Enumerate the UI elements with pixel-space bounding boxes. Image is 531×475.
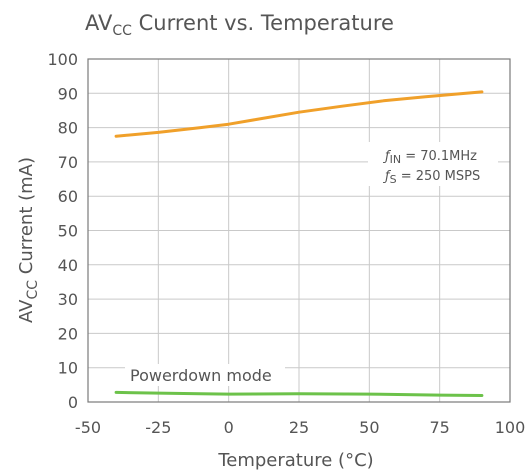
series [114, 90, 484, 397]
x-tick-label: -25 [145, 418, 171, 437]
x-tick-label: 25 [289, 418, 309, 437]
x-tick-label: 100 [495, 418, 526, 437]
annotation-fin: ƒIN = 70.1MHz [382, 149, 477, 166]
plot-frame [87, 58, 511, 403]
y-tick-label: 90 [58, 84, 78, 103]
y-axis-title: AVCC Current (mA) [16, 157, 41, 323]
powerdown-label-bg [125, 364, 285, 386]
x-tick-label: 50 [359, 418, 379, 437]
y-tick-label: 20 [58, 324, 78, 343]
tick-labels: -50 -25 0 25 50 75 100 0 10 20 30 40 50 60 70 80 90 100 [47, 50, 525, 437]
x-tick-label: 0 [224, 418, 234, 437]
series-line-2 [114, 390, 484, 397]
x-tick-label: 75 [429, 418, 449, 437]
annotation-fs: ƒS = 250 MSPS [382, 169, 480, 186]
y-tick-label: 70 [58, 153, 78, 172]
annotation-box [368, 142, 498, 186]
y-tick-label: 50 [58, 222, 78, 241]
y-tick-label: 100 [47, 50, 78, 69]
y-tick-label: 30 [58, 290, 78, 309]
series-line-1 [114, 90, 484, 138]
y-tick-label: 80 [58, 119, 78, 138]
y-tick-label: 10 [58, 359, 78, 378]
chart-title: AVCC Current vs. Temperature [85, 11, 394, 39]
annotation-powerdown: Powerdown mode [130, 366, 272, 385]
x-axis-title: Temperature (°C) [217, 450, 373, 471]
y-tick-label: 40 [58, 256, 78, 275]
y-tick-label: 60 [58, 187, 78, 206]
grid [88, 59, 510, 402]
x-tick-label: -50 [75, 418, 101, 437]
y-tick-label: 0 [68, 393, 78, 412]
